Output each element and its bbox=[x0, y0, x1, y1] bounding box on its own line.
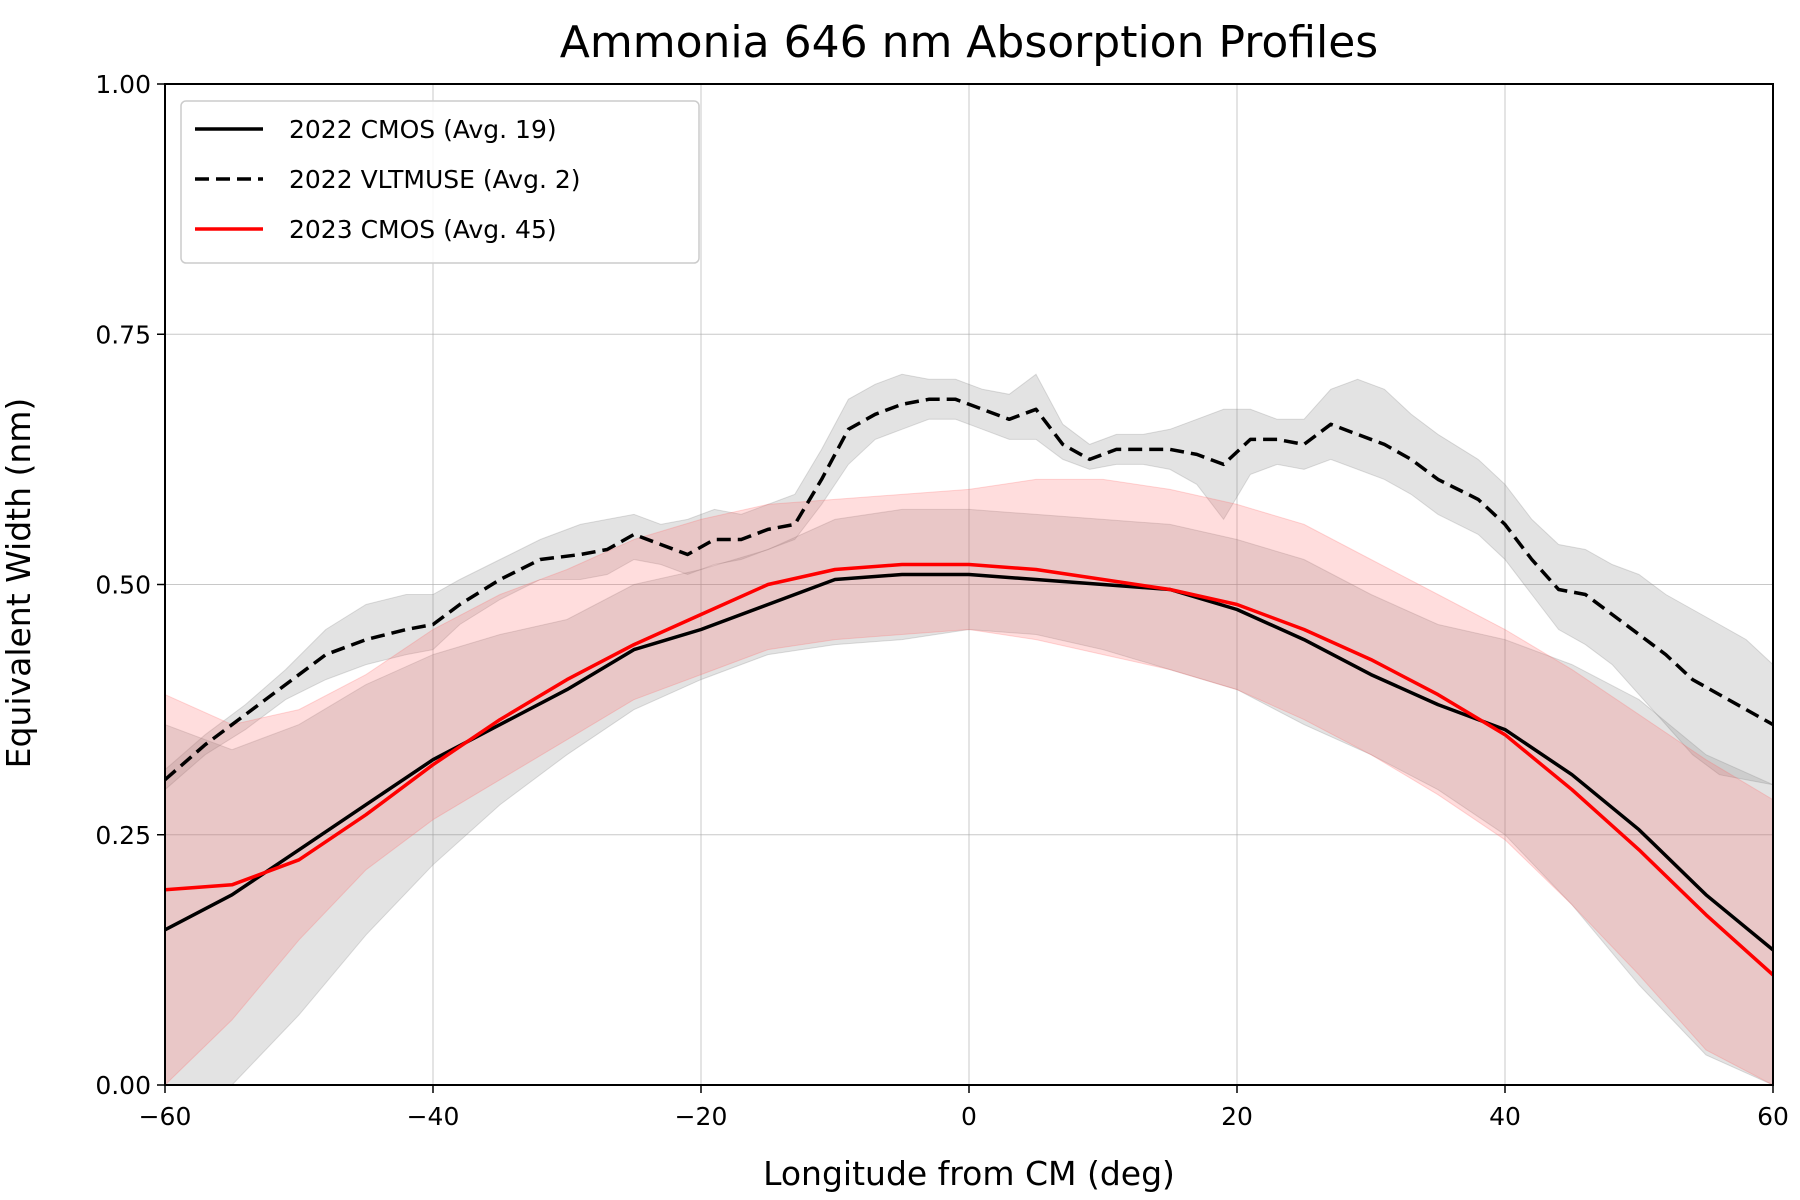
x-tick-label: −40 bbox=[407, 1102, 460, 1131]
y-tick-label: 0.25 bbox=[95, 821, 151, 850]
x-tick-label: −60 bbox=[139, 1102, 192, 1131]
x-axis-ticks: −60 −40 −20 0 20 40 60 bbox=[139, 1085, 1789, 1131]
y-axis-label: Equivalent Width (nm) bbox=[0, 398, 38, 769]
y-tick-label: 1.00 bbox=[95, 70, 151, 99]
x-tick-label: 20 bbox=[1221, 1102, 1253, 1131]
legend-label-2: 2023 CMOS (Avg. 45) bbox=[289, 215, 557, 244]
x-tick-label: 60 bbox=[1757, 1102, 1789, 1131]
uncertainty-bands bbox=[165, 373, 1773, 1085]
x-tick-label: 40 bbox=[1489, 1102, 1521, 1131]
series-line-1 bbox=[165, 397, 1773, 782]
x-tick-label: 0 bbox=[961, 1102, 977, 1131]
legend-label-0: 2022 CMOS (Avg. 19) bbox=[289, 115, 557, 144]
legend-label-1: 2022 VLTMUSE (Avg. 2) bbox=[289, 165, 581, 194]
series-lines bbox=[165, 397, 1773, 977]
series-band-2 bbox=[165, 478, 1773, 1085]
y-axis-ticks: 0.00 0.25 0.50 0.75 1.00 bbox=[95, 70, 165, 1100]
series-band-0 bbox=[165, 508, 1773, 1085]
series-band-1 bbox=[165, 373, 1773, 791]
y-tick-label: 0.00 bbox=[95, 1071, 151, 1100]
chart-title: Ammonia 646 nm Absorption Profiles bbox=[560, 17, 1378, 68]
y-tick-label: 0.75 bbox=[95, 320, 151, 349]
legend: 2022 CMOS (Avg. 19) 2022 VLTMUSE (Avg. 2)… bbox=[180, 100, 700, 264]
y-tick-label: 0.50 bbox=[95, 571, 151, 600]
legend-box bbox=[180, 100, 700, 264]
series-line-0 bbox=[165, 572, 1773, 952]
x-axis-label: Longitude from CM (deg) bbox=[763, 1154, 1175, 1193]
x-tick-label: −20 bbox=[675, 1102, 728, 1131]
series-line-2 bbox=[165, 562, 1773, 977]
